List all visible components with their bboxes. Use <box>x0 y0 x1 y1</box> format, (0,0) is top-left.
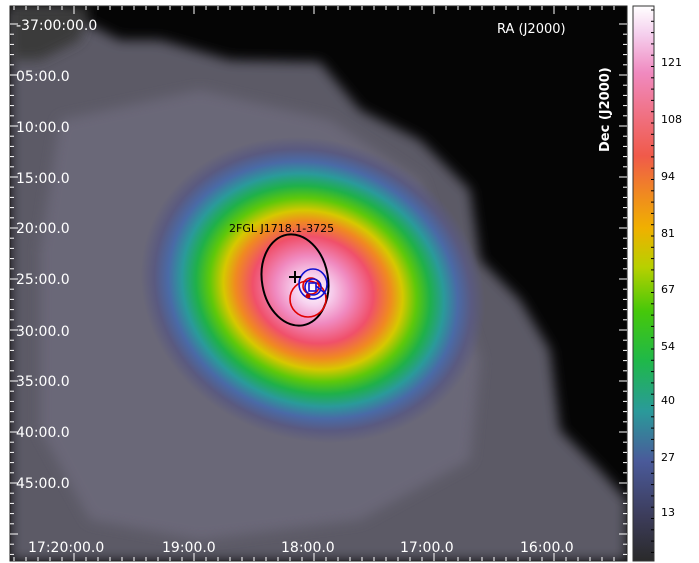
source-cross-marker <box>289 271 301 283</box>
dec-tick-label: 25:00.0 <box>16 272 70 288</box>
dec-tick-labels: -37:00:00.0 05:00.0 10:00.0 15:00.0 20:0… <box>16 18 97 492</box>
red-source-dot <box>305 293 311 299</box>
colorbar-ticks <box>651 9 654 553</box>
colorbar-label: 40 <box>661 394 675 407</box>
ra-tick-label: 16:00.0 <box>520 540 574 556</box>
colorbar-label: 121 <box>661 56 682 69</box>
colorbar-label: 54 <box>661 340 675 353</box>
source-label: 2FGL J1718.1-3725 <box>229 222 334 235</box>
axis-ticks <box>10 6 627 561</box>
ra-axis-title: RA (J2000) <box>497 22 566 37</box>
ra-tick-labels: 17:20:00.0 19:00.0 18:00.0 17:00.0 16:00… <box>28 540 574 556</box>
ra-tick-label: 17:20:00.0 <box>28 540 104 556</box>
ra-tick-label: 18:00.0 <box>281 540 335 556</box>
map-plot-area: 2FGL J1718.1-3725 RA (J2000) Dec (J2000) <box>10 6 627 561</box>
colorbar-label: 13 <box>661 506 675 519</box>
blue-marker-diagonal <box>315 285 327 295</box>
dec-tick-label: 15:00.0 <box>16 171 70 187</box>
colorbar-strip <box>632 5 655 562</box>
colorbar-label: 108 <box>661 113 682 126</box>
colorbar-label: 67 <box>661 283 675 296</box>
dec-tick-label: 40:00.0 <box>16 425 70 441</box>
colorbar: 121 108 94 81 67 54 40 27 13 <box>632 5 682 562</box>
dec-tick-label: 30:00.0 <box>16 324 70 340</box>
dec-tick-label: 05:00.0 <box>16 69 70 85</box>
colorbar-label: 94 <box>661 170 675 183</box>
dec-tick-label: 10:00.0 <box>16 120 70 136</box>
plot-frame <box>9 5 628 562</box>
dec-tick-label: -37:00:00.0 <box>16 18 97 34</box>
blue-contour-outer <box>298 268 328 300</box>
dark-corner-left <box>10 6 90 60</box>
blue-contour-inner <box>304 278 322 296</box>
colorbar-label: 81 <box>661 227 675 240</box>
dec-axis-title: Dec (J2000) <box>598 67 613 152</box>
ra-tick-label: 17:00.0 <box>400 540 454 556</box>
emission-peak <box>140 136 486 444</box>
error-ellipse-black <box>260 233 330 327</box>
colorbar-label: 27 <box>661 451 675 464</box>
ra-tick-label: 19:00.0 <box>162 540 216 556</box>
dec-tick-label: 45:00.0 <box>16 476 70 492</box>
dec-tick-label: 20:00.0 <box>16 221 70 237</box>
dec-tick-label: 35:00.0 <box>16 374 70 390</box>
